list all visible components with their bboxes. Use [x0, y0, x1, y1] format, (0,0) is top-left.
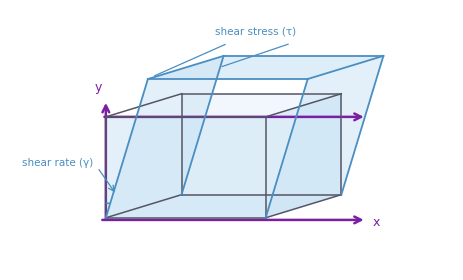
Polygon shape [106, 195, 341, 218]
Polygon shape [181, 94, 341, 195]
Polygon shape [265, 56, 382, 218]
Text: shear stress (τ): shear stress (τ) [215, 27, 296, 37]
Text: shear rate (γ): shear rate (γ) [22, 158, 93, 168]
Polygon shape [106, 56, 223, 218]
Text: x: x [372, 216, 380, 228]
Polygon shape [106, 117, 265, 218]
Polygon shape [148, 56, 382, 79]
Polygon shape [265, 94, 341, 218]
Text: y: y [94, 81, 102, 94]
